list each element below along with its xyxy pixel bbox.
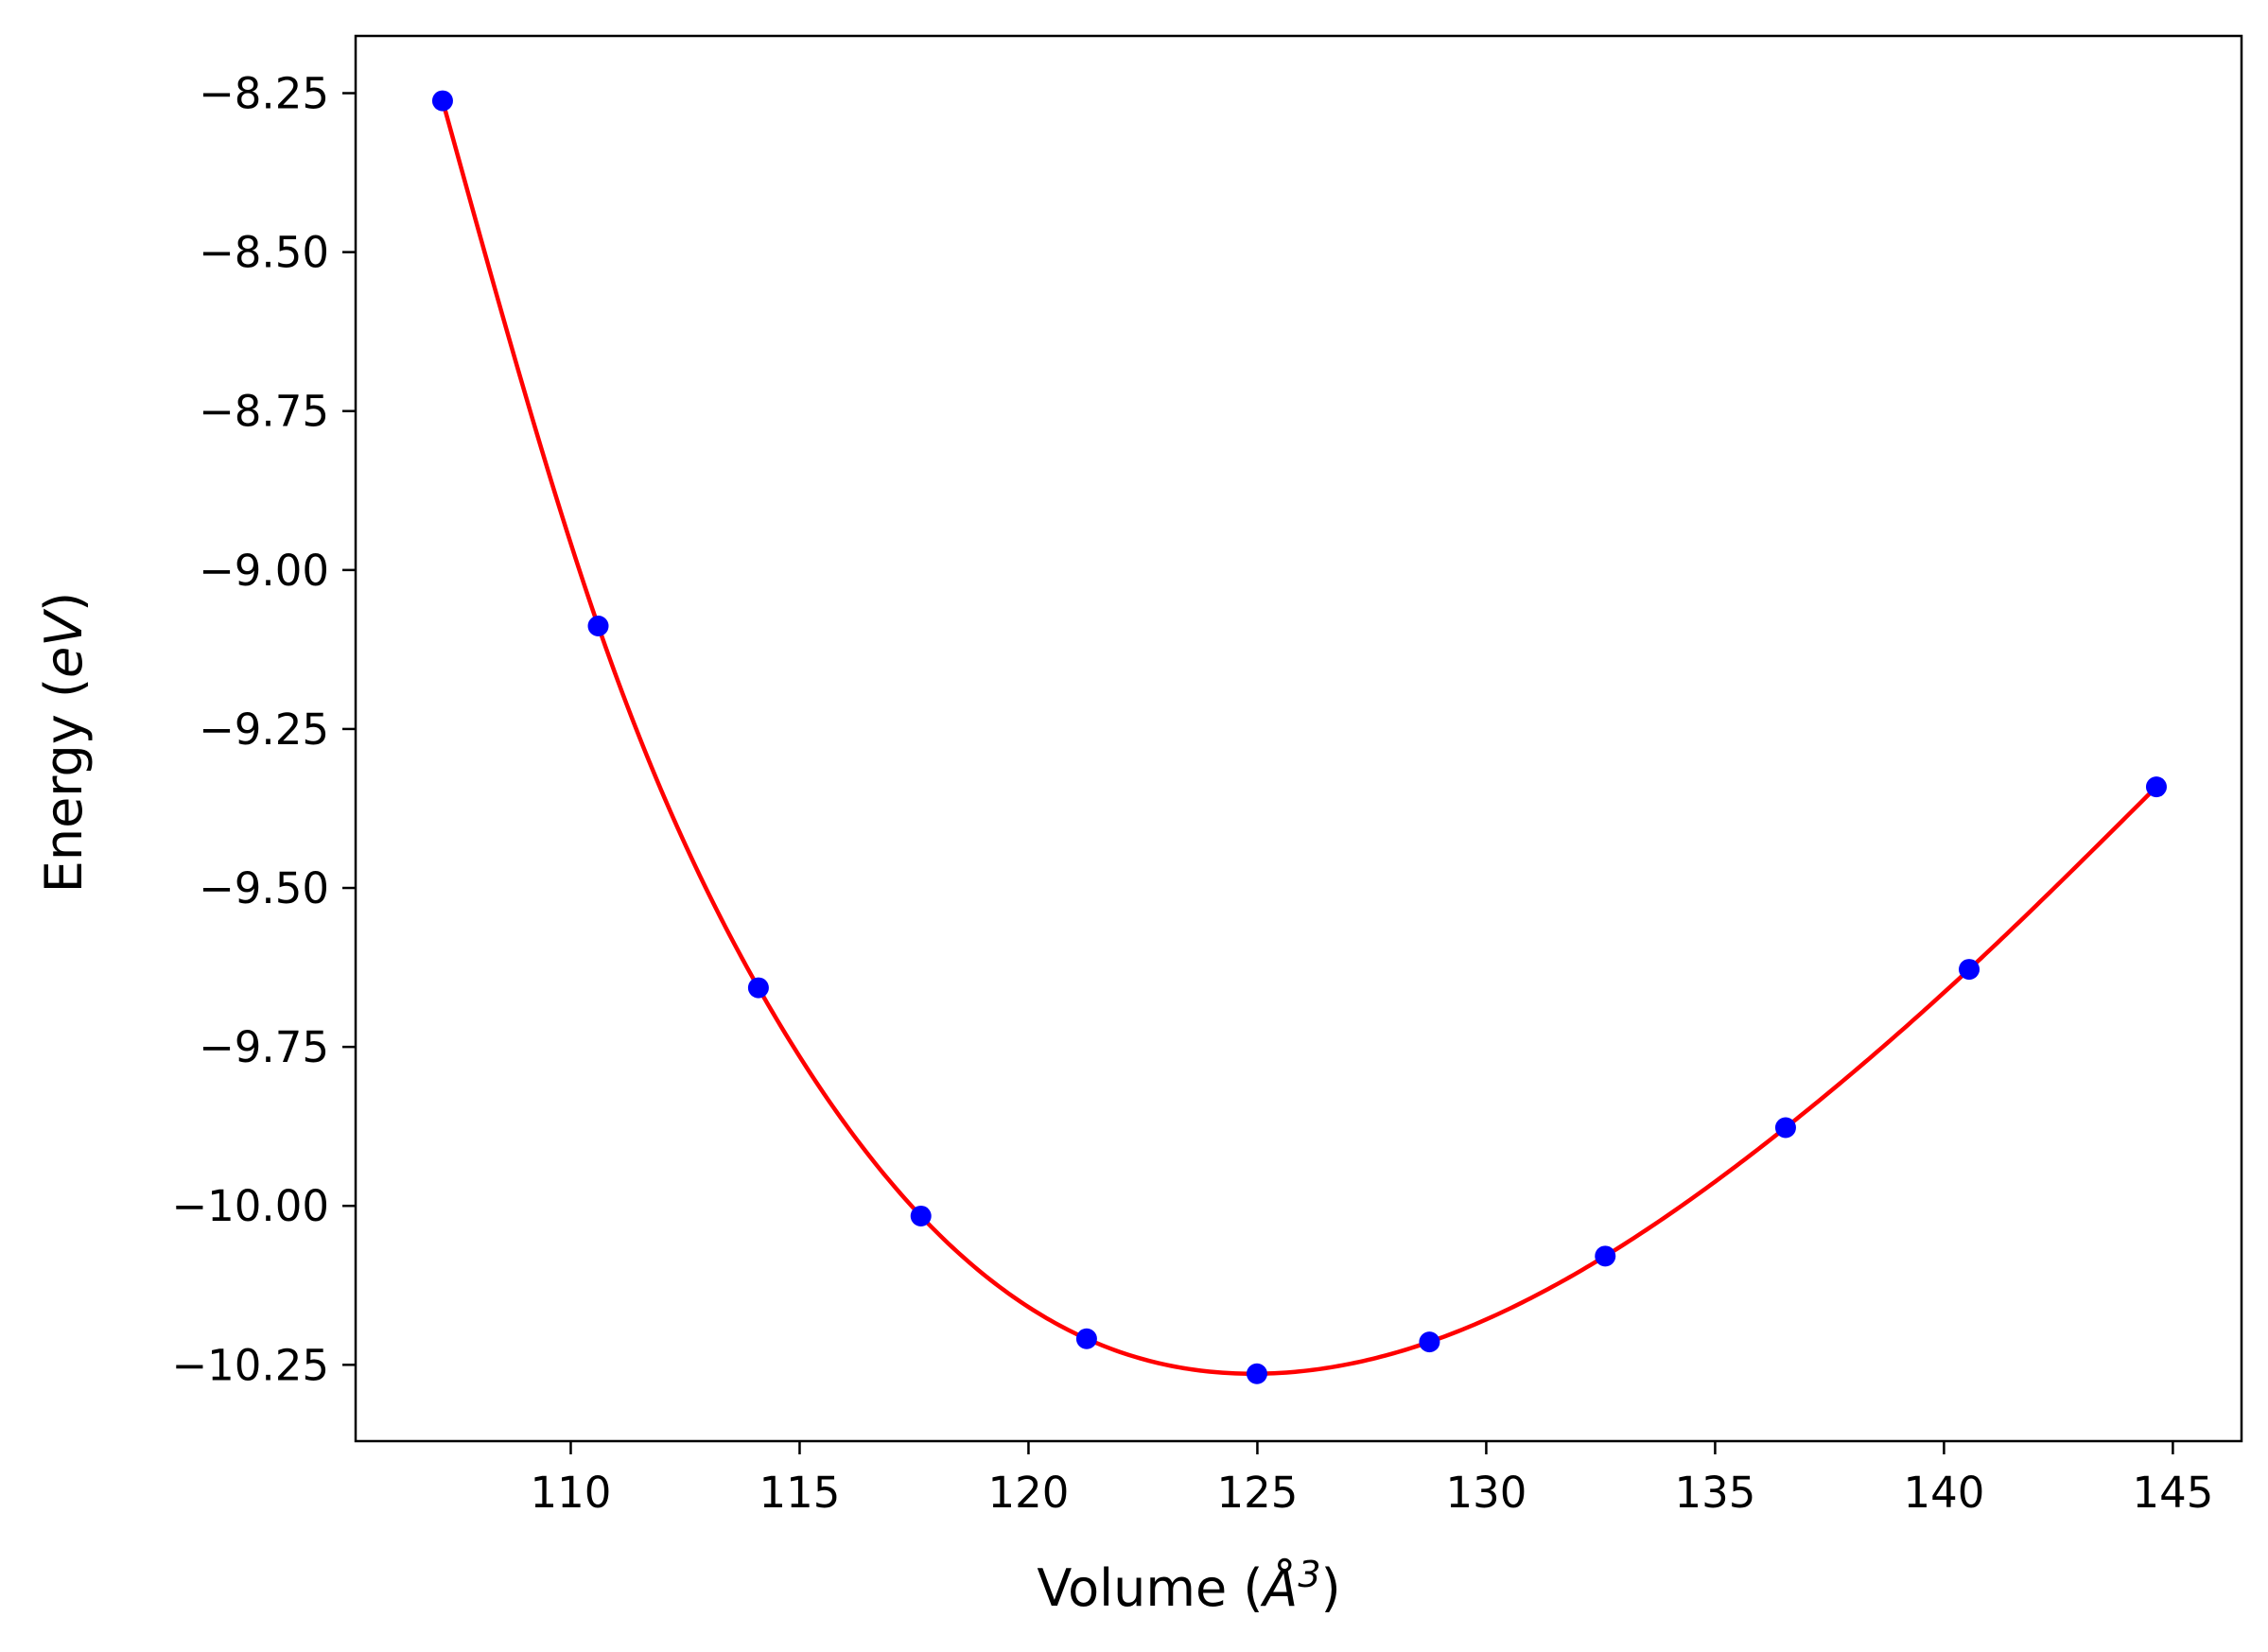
x-tick-label: 115 <box>759 1468 841 1518</box>
fit-line <box>440 99 2158 1376</box>
y-axis-label-variable: eV <box>34 608 94 678</box>
x-axis-ticks: 110 115 120 125 130 135 140 145 <box>531 1441 2213 1518</box>
y-tick-label: −8.75 <box>199 387 329 437</box>
x-tick-label: 145 <box>2132 1468 2213 1518</box>
data-point <box>910 1205 932 1226</box>
y-tick-label: −9.75 <box>199 1022 329 1072</box>
x-axis-label-variable: Å <box>1260 1557 1298 1618</box>
data-point <box>2145 776 2167 798</box>
data-layer <box>431 90 2167 1384</box>
y-axis-label-suffix: ) <box>34 592 94 612</box>
x-axis-label-suffix: ) <box>1321 1558 1341 1618</box>
x-axis-label: Volume (Å3) <box>1037 1554 1340 1618</box>
data-point <box>1959 959 1980 981</box>
y-axis-ticks: −8.25 −8.50 −8.75 −9.00 −9.25 −9.50 −9.75 −10.0… <box>171 69 356 1390</box>
data-point <box>747 977 769 999</box>
x-tick-label: 125 <box>1216 1468 1298 1518</box>
data-point <box>1419 1331 1440 1353</box>
y-tick-label: −10.00 <box>171 1181 329 1231</box>
y-axis-label: Energy (eV) <box>34 592 94 894</box>
y-tick-label: −8.50 <box>199 228 329 278</box>
y-axis-label-prefix: Energy ( <box>34 678 94 893</box>
data-point <box>1246 1363 1267 1384</box>
y-tick-label: −9.00 <box>199 546 329 596</box>
y-tick-label: −10.25 <box>171 1340 329 1390</box>
x-axis-label-exponent: 3 <box>1298 1554 1320 1595</box>
x-tick-label: 110 <box>531 1468 612 1518</box>
y-tick-label: −8.25 <box>199 69 329 119</box>
data-point <box>587 615 609 636</box>
data-point <box>1774 1117 1796 1139</box>
x-axis-label-prefix: Volume ( <box>1037 1558 1263 1618</box>
data-point <box>1075 1328 1097 1349</box>
data-point <box>431 90 453 112</box>
y-tick-label: −9.25 <box>199 704 329 755</box>
x-tick-label: 135 <box>1674 1468 1755 1518</box>
data-point <box>1595 1245 1616 1267</box>
y-tick-label: −9.50 <box>199 863 329 913</box>
x-tick-label: 140 <box>1903 1468 1984 1518</box>
x-tick-label: 130 <box>1445 1468 1527 1518</box>
axes-frame <box>354 34 2243 1443</box>
x-tick-label: 120 <box>987 1468 1069 1518</box>
